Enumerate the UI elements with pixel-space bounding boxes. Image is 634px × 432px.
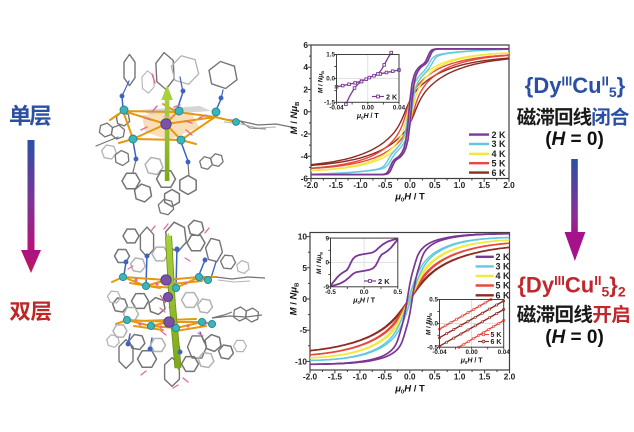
svg-text:M / NμB: M / NμB <box>289 102 301 135</box>
svg-text:μ0H / T: μ0H / T <box>356 113 380 121</box>
svg-text:-5: -5 <box>300 325 308 335</box>
svg-text:μ0H / T: μ0H / T <box>394 384 425 396</box>
svg-text:0.0: 0.0 <box>360 289 369 296</box>
svg-text:M / NμB: M / NμB <box>289 283 301 316</box>
svg-text:0.00: 0.00 <box>362 104 375 111</box>
svg-text:5 K: 5 K <box>492 158 507 168</box>
svg-text:2: 2 <box>303 85 308 95</box>
svg-text:1.0: 1.0 <box>454 372 466 382</box>
svg-text:0.5: 0.5 <box>429 297 438 304</box>
svg-text:-1.5: -1.5 <box>328 372 343 382</box>
svg-text:-1.5: -1.5 <box>324 100 335 107</box>
svg-text:(H = 0): (H = 0) <box>545 327 604 348</box>
svg-text:2 K: 2 K <box>496 252 511 262</box>
svg-text:0.04: 0.04 <box>498 349 511 356</box>
svg-text:1.0: 1.0 <box>454 180 466 190</box>
svg-text:μ0H / T: μ0H / T <box>460 358 484 366</box>
svg-text:3 K: 3 K <box>492 139 507 149</box>
svg-text:0.0: 0.0 <box>404 180 416 190</box>
svg-text:1.5: 1.5 <box>479 372 491 382</box>
svg-text:-10: -10 <box>295 356 307 366</box>
svg-text:6 K: 6 K <box>492 168 507 178</box>
svg-text:2 K: 2 K <box>386 92 398 101</box>
svg-text:M / NμB: M / NμB <box>318 71 325 93</box>
svg-text:-0.5: -0.5 <box>325 289 336 296</box>
svg-text:0.5: 0.5 <box>393 289 402 296</box>
svg-text:5 K: 5 K <box>496 281 511 291</box>
svg-text:1.5: 1.5 <box>478 180 490 190</box>
svg-text:-0.04: -0.04 <box>329 104 344 111</box>
svg-text:-0.5: -0.5 <box>427 344 438 351</box>
svg-text:9: 9 <box>325 235 329 242</box>
svg-text:4 K: 4 K <box>496 271 511 281</box>
svg-text:{DyIIICuII5}: {DyIIICuII5} <box>525 73 626 100</box>
svg-text:5 K: 5 K <box>491 332 502 339</box>
svg-text:0.00: 0.00 <box>465 349 478 356</box>
svg-text:2.0: 2.0 <box>504 372 516 382</box>
svg-text:-1.5: -1.5 <box>329 180 344 190</box>
svg-text:0.04: 0.04 <box>393 104 406 111</box>
svg-text:6: 6 <box>303 40 308 50</box>
svg-text:4: 4 <box>303 62 308 72</box>
svg-text:0: 0 <box>325 260 329 267</box>
svg-text:0.0: 0.0 <box>429 321 438 328</box>
svg-text:0: 0 <box>303 107 308 117</box>
svg-text:-2.0: -2.0 <box>303 372 318 382</box>
svg-text:-9: -9 <box>323 284 329 291</box>
svg-text:0.5: 0.5 <box>429 372 441 382</box>
svg-text:M / NμB: M / NμB <box>426 313 433 335</box>
svg-text:2 K: 2 K <box>492 130 507 140</box>
svg-text:2.0: 2.0 <box>503 180 515 190</box>
svg-text:0: 0 <box>302 294 307 304</box>
svg-text:10: 10 <box>298 232 308 242</box>
svg-text:-0.04: -0.04 <box>432 349 447 356</box>
svg-text:-2.0: -2.0 <box>304 180 319 190</box>
svg-text:-0.5: -0.5 <box>378 372 393 382</box>
svg-text:1.5: 1.5 <box>326 52 335 59</box>
svg-text:-0.5: -0.5 <box>378 180 393 190</box>
svg-text:μ0H / T: μ0H / T <box>394 192 425 204</box>
svg-text:3 K: 3 K <box>496 262 511 272</box>
svg-text:-4: -4 <box>301 151 309 161</box>
svg-text:0.5: 0.5 <box>429 180 441 190</box>
svg-text:2 K: 2 K <box>378 277 390 286</box>
svg-text:(H = 0): (H = 0) <box>545 129 604 150</box>
svg-text:5: 5 <box>302 263 307 273</box>
svg-text:{DyIIICuII5}2: {DyIIICuII5}2 <box>517 273 625 300</box>
svg-text:6 K: 6 K <box>491 339 502 346</box>
svg-text:0.0: 0.0 <box>404 372 416 382</box>
svg-text:0.0: 0.0 <box>326 76 335 83</box>
svg-text:-1.0: -1.0 <box>353 180 368 190</box>
svg-text:6 K: 6 K <box>496 291 511 301</box>
svg-text:-2: -2 <box>301 129 309 139</box>
svg-text:M / NμB: M / NμB <box>316 252 323 274</box>
svg-text:-6: -6 <box>301 174 309 184</box>
svg-text:-1.0: -1.0 <box>353 372 368 382</box>
svg-text:4 K: 4 K <box>492 149 507 159</box>
svg-text:μ0H / T: μ0H / T <box>352 297 376 305</box>
